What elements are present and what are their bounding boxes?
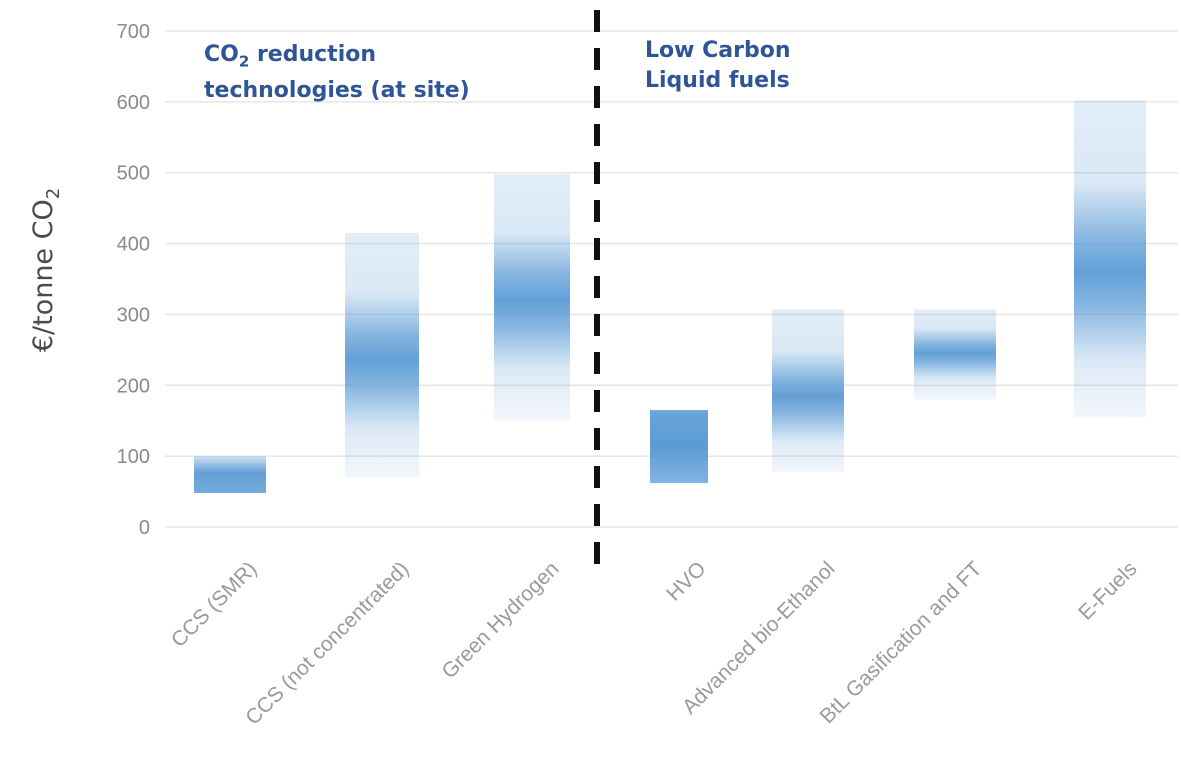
- group-label-co2-reduction: CO2 reduction technologies (at site): [204, 42, 470, 104]
- y-tick-label: 0: [139, 517, 150, 539]
- range-bar: [494, 174, 570, 421]
- category-label: CCS (not concentrated): [241, 557, 413, 729]
- y-tick-label: 100: [117, 446, 150, 468]
- range-bar: [650, 410, 708, 484]
- y-tick-label: 600: [117, 92, 150, 114]
- category-label: HVO: [662, 557, 710, 605]
- y-tick-label: 500: [117, 163, 150, 185]
- y-axis-ticks: 0 100 200 300 400 500 600 700: [117, 21, 150, 539]
- gridlines: [165, 30, 1178, 528]
- category-label: CCS (SMR): [167, 557, 262, 652]
- category-labels: CCS (SMR)CCS (not concentrated) Green Hyd…: [167, 557, 1142, 729]
- y-tick-label: 200: [117, 375, 150, 397]
- range-bar: [914, 309, 996, 400]
- group-label-low-carbon-fuels: Low Carbon Liquid fuels: [645, 38, 791, 93]
- y-tick-label: 400: [117, 234, 150, 256]
- category-label: Green Hydrogen: [437, 557, 563, 683]
- range-bars: [194, 100, 1146, 493]
- category-label: E-Fuels: [1074, 557, 1141, 624]
- category-label: BtL Gasification and FT: [816, 557, 987, 728]
- y-tick-label: 700: [117, 21, 150, 43]
- range-bar: [772, 309, 844, 472]
- range-bar: [194, 456, 266, 493]
- range-bar: [345, 232, 419, 478]
- y-axis-label: €/tonne CO2: [28, 188, 64, 352]
- range-bar: [1074, 100, 1146, 418]
- y-tick-label: 300: [117, 304, 150, 326]
